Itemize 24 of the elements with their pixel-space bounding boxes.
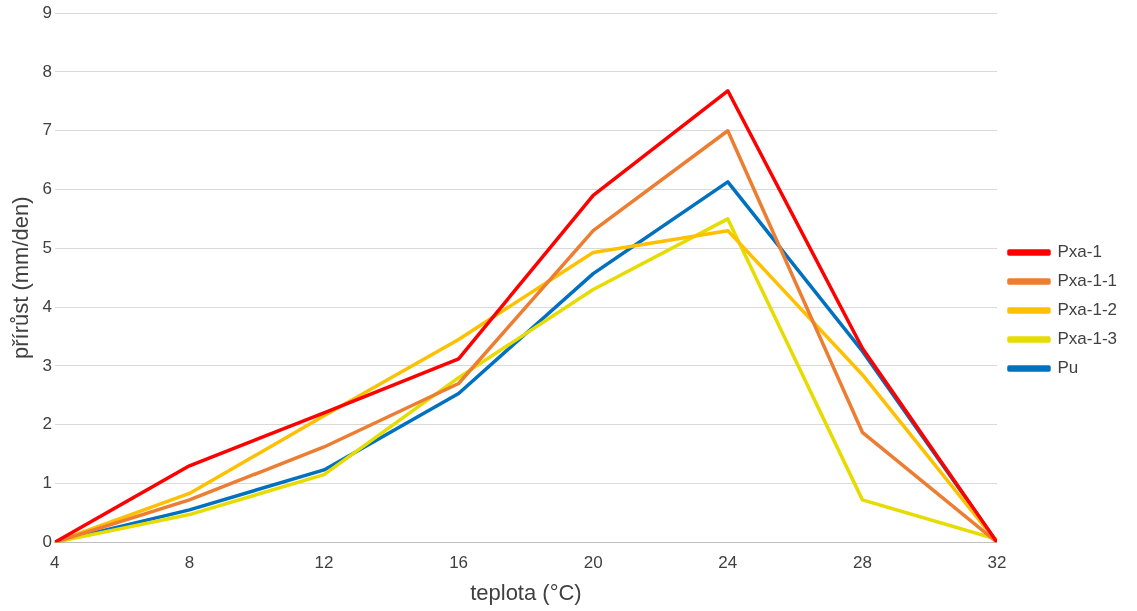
x-tick-label: 24 [718,553,738,573]
legend-label: Pu [1057,358,1079,378]
y-tick-label: 1 [42,473,52,493]
x-tick-label: 20 [583,553,603,573]
x-axis-title: teplota (°C) [470,579,582,605]
y-tick-label: 0 [42,531,52,551]
y-tick-label: 4 [42,296,52,316]
y-tick-label: 8 [42,61,52,81]
x-tick-label: 12 [314,553,334,573]
y-tick-label: 5 [42,238,52,257]
y-tick-label: 3 [42,355,52,375]
x-tick-label: 32 [987,553,1007,573]
x-tick-label: 8 [184,553,195,573]
y-tick-label: 2 [42,414,52,434]
legend-label: Pxa-1-3 [1057,329,1118,349]
y-tick-label: 7 [42,120,52,140]
legend-label: Pxa-1-2 [1057,300,1118,320]
y-tick-label: 6 [42,179,52,199]
legend-label: Pxa-1-1 [1057,271,1118,291]
x-tick-label: 16 [449,553,469,573]
y-axis-title: přírůst (mm/den) [8,196,34,359]
x-tick-label: 28 [852,553,872,573]
y-tick-label: 9 [42,2,52,22]
legend-label: Pxa-1 [1057,242,1102,262]
